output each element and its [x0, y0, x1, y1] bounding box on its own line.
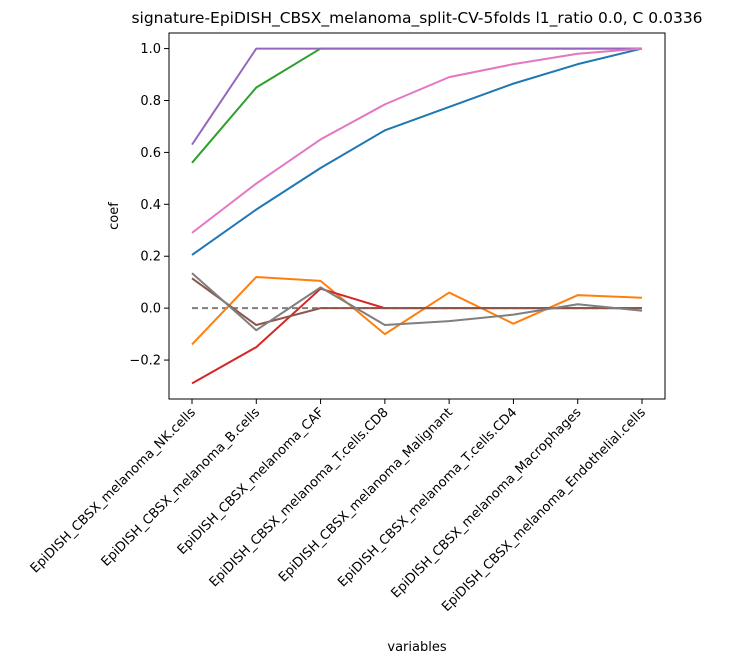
plot-area: −0.20.00.20.40.60.81.0EpiDISH_CBSX_melan…	[28, 32, 666, 615]
chart-title: signature-EpiDISH_CBSX_melanoma_split-CV…	[131, 9, 702, 28]
axes-frame	[168, 32, 666, 400]
y-tick-label: 0.8	[140, 94, 161, 109]
series-line-6	[191, 277, 642, 327]
y-tick-label: 0.4	[140, 198, 161, 213]
y-tick-label: 1.0	[140, 42, 161, 57]
series-line-5	[191, 47, 642, 146]
series-line-4	[191, 287, 642, 385]
series-line-7	[191, 47, 643, 234]
series-line-2	[191, 276, 643, 346]
series-line-8	[191, 272, 643, 332]
y-tick-label: −0.2	[129, 354, 161, 369]
series-line-1	[191, 47, 643, 256]
y-tick-label: 0.2	[140, 250, 161, 265]
y-axis-label: coef	[107, 202, 122, 230]
y-tick-label: 0.0	[140, 302, 161, 317]
x-axis-label: variables	[387, 640, 446, 655]
y-tick-label: 0.6	[140, 146, 161, 161]
